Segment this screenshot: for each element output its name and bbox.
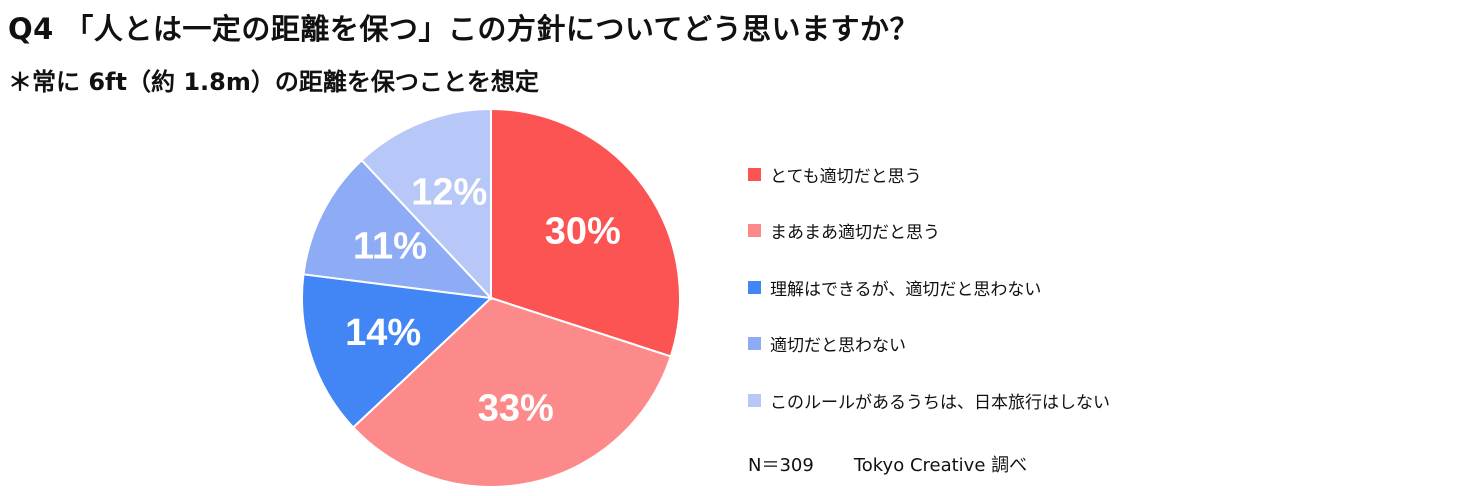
legend: とても適切だと思う まあまあ適切だと思う 理解はできるが、適切だと思わない 適切… xyxy=(748,146,1110,429)
legend-swatch xyxy=(748,167,761,181)
slice-percent-label: 11% xyxy=(353,226,427,268)
slice-percent-label: 14% xyxy=(345,312,421,354)
legend-item: まあまあ適切だと思う xyxy=(748,203,1110,260)
legend-label: 適切だと思わない xyxy=(770,336,906,357)
legend-label: 理解はできるが、適切だと思わない xyxy=(770,279,1042,300)
legend-label: とても適切だと思う xyxy=(770,166,922,187)
source-note: Tokyo Creative 調べ xyxy=(853,455,1028,476)
pie-slice-understand-not-appropriate xyxy=(301,273,494,429)
slice-percent-label: 30% xyxy=(545,210,621,252)
chart-subtitle: ＊常に 6ft（約 1.8m）の距離を保つことを想定 xyxy=(8,68,539,96)
legend-item: 理解はできるが、適切だと思わない xyxy=(748,259,1110,316)
legend-label: このルールがあるうちは、日本旅行はしない xyxy=(770,392,1110,413)
legend-swatch xyxy=(748,280,761,294)
legend-swatch xyxy=(748,337,761,351)
legend-swatch xyxy=(748,393,761,407)
legend-swatch xyxy=(748,224,761,238)
legend-item: とても適切だと思う xyxy=(748,146,1110,203)
chart-footer: N＝309 Tokyo Creative 調べ xyxy=(748,451,1027,477)
chart-title: Q4 「人とは一定の距離を保つ」この方針についてどう思いますか？ xyxy=(8,12,920,46)
sample-size: N＝309 xyxy=(748,455,814,476)
legend-item: このルールがあるうちは、日本旅行はしない xyxy=(748,372,1110,429)
pie-slice-no-travel xyxy=(360,107,492,301)
slice-percent-label: 33% xyxy=(478,388,554,430)
pie-slice-somewhat-appropriate xyxy=(351,296,673,488)
legend-item: 適切だと思わない xyxy=(748,316,1110,373)
pie-slice-very-appropriate xyxy=(490,107,681,358)
pie-slice-not-appropriate xyxy=(302,158,494,300)
slice-percent-label: 12% xyxy=(411,172,487,214)
legend-label: まあまあ適切だと思う xyxy=(770,223,940,244)
